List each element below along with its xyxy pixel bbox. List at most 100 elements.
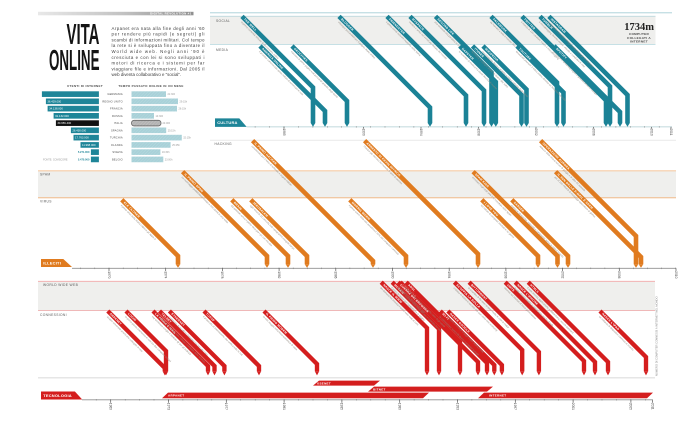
svg-text:1985: 1985 bbox=[282, 129, 286, 136]
svg-text:motori di ricerca e i sistemi: motori di ricerca e i sistemi per far bbox=[112, 61, 206, 66]
svg-text:32:15h: 32:15h bbox=[183, 137, 191, 140]
svg-text:WI-FI: WI-FI bbox=[441, 312, 450, 321]
svg-text:29:15h: 29:15h bbox=[180, 100, 188, 103]
svg-text:UMTS: UMTS bbox=[506, 283, 515, 292]
svg-text:31.132.000: 31.132.000 bbox=[55, 114, 69, 118]
svg-text:TURCHIA: TURCHIA bbox=[110, 136, 123, 140]
svg-text:BRAIN: BRAIN bbox=[233, 201, 243, 211]
svg-text:1970: 1970 bbox=[107, 271, 111, 278]
svg-text:TELNET: TELNET bbox=[160, 312, 172, 324]
svg-text:NUMERO DI COMPUTER CONNESSI A: NUMERO DI COMPUTER CONNESSI A INTERNET N… bbox=[655, 296, 659, 376]
svg-text:1998: 1998 bbox=[476, 129, 480, 136]
svg-text:1993: 1993 bbox=[455, 403, 459, 410]
svg-text:Arpanet era nata alla fine deg: Arpanet era nata alla fine degli anni '6… bbox=[112, 26, 206, 31]
svg-text:UTENTI DI INTERNET: UTENTI DI INTERNET bbox=[67, 84, 103, 88]
svg-text:25:15h: 25:15h bbox=[168, 129, 176, 132]
svg-text:VITA: VITA bbox=[67, 19, 100, 51]
svg-text:SVEZIA: SVEZIA bbox=[112, 150, 122, 154]
svg-text:1985: 1985 bbox=[340, 403, 344, 410]
svg-text:MEDIA: MEDIA bbox=[216, 48, 229, 52]
svg-text:ITALIA: ITALIA bbox=[114, 121, 123, 125]
svg-text:21:30h: 21:30h bbox=[168, 93, 176, 96]
svg-text:ADSL: ADSL bbox=[407, 283, 416, 292]
svg-text:2011: 2011 bbox=[669, 129, 673, 136]
svg-text:OLANDA: OLANDA bbox=[111, 143, 123, 147]
svg-text:CONNESSIONI: CONNESSIONI bbox=[40, 313, 67, 317]
svg-text:1978: 1978 bbox=[220, 271, 224, 278]
svg-text:ONLINE: ONLINE bbox=[49, 45, 100, 77]
svg-text:TEMPO PASSATO ONLINE IN UN MES: TEMPO PASSATO ONLINE IN UN MESE bbox=[118, 84, 183, 88]
svg-text:scambi di informazioni militar: scambi di informazioni militari. Col tem… bbox=[112, 38, 206, 43]
svg-text:2006: 2006 bbox=[617, 271, 621, 278]
svg-text:1998: 1998 bbox=[504, 271, 508, 278]
svg-text:1734m: 1734m bbox=[624, 22, 654, 33]
svg-text:CULTURA: CULTURA bbox=[217, 120, 237, 125]
svg-text:1997: 1997 bbox=[513, 403, 517, 410]
svg-text:1990: 1990 bbox=[361, 129, 365, 136]
svg-text:30.656.400: 30.656.400 bbox=[57, 121, 71, 125]
svg-text:1973: 1973 bbox=[166, 403, 170, 410]
svg-text:2010: 2010 bbox=[674, 271, 678, 278]
svg-text:19:30h: 19:30h bbox=[162, 151, 170, 154]
svg-text:2002: 2002 bbox=[534, 129, 538, 136]
svg-text:1969: 1969 bbox=[109, 403, 113, 410]
svg-text:SOCIAL: SOCIAL bbox=[216, 19, 230, 23]
svg-text:2002: 2002 bbox=[560, 271, 564, 278]
svg-text:LOGIN: LOGIN bbox=[127, 312, 137, 322]
svg-text:1982: 1982 bbox=[277, 271, 281, 278]
svg-text:VIRUS: VIRUS bbox=[40, 200, 52, 204]
svg-text:1986: 1986 bbox=[334, 271, 338, 278]
svg-text:2001: 2001 bbox=[571, 403, 575, 410]
svg-text:INTERNET: INTERNET bbox=[489, 394, 506, 398]
svg-text:ITUNES: ITUNES bbox=[473, 47, 485, 59]
svg-text:INTERNET: INTERNET bbox=[630, 40, 648, 44]
svg-text:2006: 2006 bbox=[591, 129, 595, 136]
svg-text:FONTE: COMSCORE: FONTE: COMSCORE bbox=[43, 158, 68, 161]
svg-text:SPAGNA: SPAGNA bbox=[111, 128, 123, 132]
svg-text:web diventa collaborativo e “s: web diventa collaborativo e “social”. bbox=[112, 72, 182, 77]
svg-text:BITNET: BITNET bbox=[373, 387, 386, 391]
svg-text:2011: 2011 bbox=[650, 403, 654, 410]
svg-text:TECNOLOGIA: TECNOLOGIA bbox=[43, 393, 72, 398]
svg-text:RUSSIA: RUSSIA bbox=[112, 114, 123, 118]
svg-text:REGNO UNITO: REGNO UNITO bbox=[102, 99, 122, 103]
svg-text:25:45h: 25:45h bbox=[172, 144, 180, 147]
svg-text:USENET: USENET bbox=[317, 381, 331, 385]
svg-text:26:15h: 26:15h bbox=[179, 108, 187, 111]
svg-text:2005: 2005 bbox=[629, 403, 633, 410]
svg-text:5.271.000: 5.271.000 bbox=[78, 150, 90, 154]
svg-text:la rete si è sviluppata fino a: la rete si è sviluppata fino a diventare… bbox=[112, 43, 205, 48]
svg-text:1977: 1977 bbox=[224, 403, 228, 410]
svg-text:WORLD WIDE WEB: WORLD WIDE WEB bbox=[43, 283, 79, 287]
svg-text:5.470.000: 5.470.000 bbox=[78, 157, 90, 161]
svg-text:ILLECITI: ILLECITI bbox=[43, 261, 61, 266]
svg-text:ARPANET: ARPANET bbox=[168, 394, 184, 398]
svg-text:1981: 1981 bbox=[282, 403, 286, 410]
svg-text:World wide web. Negli anni '90: World wide web. Negli anni '90 è bbox=[112, 49, 206, 54]
svg-text:COLLEGATI A: COLLEGATI A bbox=[627, 36, 651, 40]
svg-text:FRANCIA: FRANCIA bbox=[110, 107, 123, 111]
svg-text:17.763.000: 17.763.000 bbox=[75, 136, 89, 140]
svg-text:viaggiare file e informazioni.: viaggiare file e informazioni. Dal 2005 … bbox=[112, 66, 205, 71]
svg-text:26.430.000: 26.430.000 bbox=[72, 128, 86, 132]
svg-text:11.968.000: 11.968.000 bbox=[82, 143, 96, 147]
svg-text:COMPUTER: COMPUTER bbox=[629, 32, 650, 36]
svg-text:14:30h: 14:30h bbox=[156, 115, 164, 118]
svg-text:2010: 2010 bbox=[649, 129, 653, 136]
svg-text:1989: 1989 bbox=[398, 403, 402, 410]
svg-text:SPAM: SPAM bbox=[40, 173, 51, 177]
svg-text:HTML5: HTML5 bbox=[529, 283, 540, 294]
svg-text:23:00h: 23:00h bbox=[165, 158, 173, 161]
svg-text:per rendere più rapidi (e segr: per rendere più rapidi (e segreti) gli bbox=[112, 32, 205, 37]
svg-text:DIGITAL REVOLUTION #1: DIGITAL REVOLUTION #1 bbox=[150, 12, 191, 16]
svg-text:1994: 1994 bbox=[419, 129, 423, 136]
svg-text:24:00h: 24:00h bbox=[163, 122, 171, 125]
svg-text:BELGIO: BELGIO bbox=[112, 157, 123, 161]
svg-text:GERMANIA: GERMANIA bbox=[107, 92, 123, 96]
svg-text:TCP/IP: TCP/IP bbox=[205, 312, 216, 323]
svg-text:36.429.000: 36.429.000 bbox=[47, 99, 61, 103]
svg-text:cresciuta e con lei si sono sv: cresciuta e con lei si sono sviluppati i bbox=[112, 55, 205, 60]
svg-text:1990: 1990 bbox=[390, 271, 394, 278]
svg-text:1994: 1994 bbox=[447, 271, 451, 278]
svg-text:HACKING: HACKING bbox=[215, 142, 233, 146]
